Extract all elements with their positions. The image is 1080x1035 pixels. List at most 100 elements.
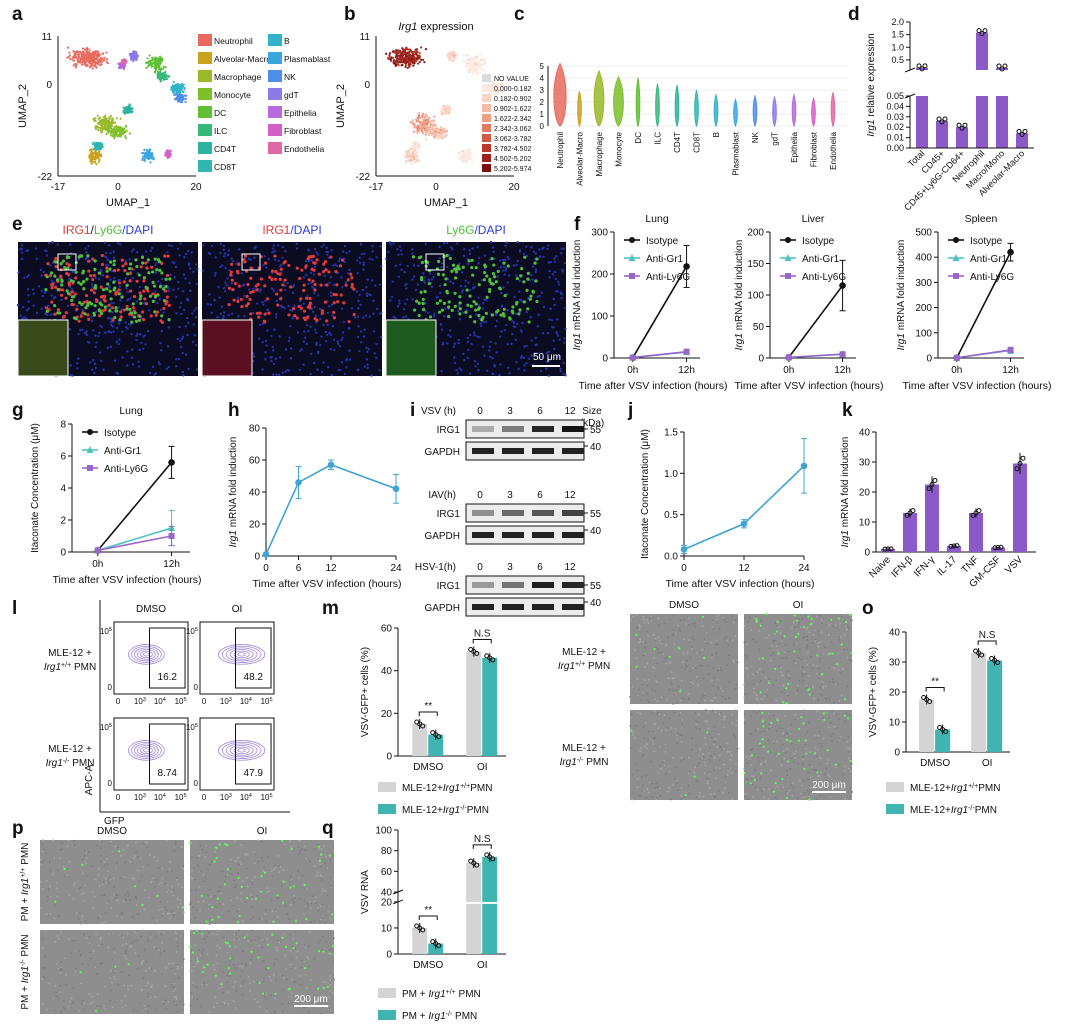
nucleus-dot: [458, 317, 462, 321]
signal-dot: [168, 277, 172, 281]
umap-point: [112, 133, 115, 136]
signal-dot: [105, 287, 109, 291]
umap-point: [100, 63, 103, 66]
umap-point: [90, 148, 93, 151]
umap-point: [100, 146, 103, 149]
signal-dot: [145, 286, 149, 290]
nucleus-dot: [262, 303, 265, 306]
signal-dot: [167, 318, 171, 322]
text-span: Irg1: [398, 21, 417, 33]
umap-point: [110, 119, 114, 123]
nucleus-dot: [95, 341, 98, 344]
nucleus-dot: [424, 242, 427, 246]
nucleus-dot: [168, 244, 171, 247]
signal-dot: [273, 277, 278, 281]
umap-point: [105, 57, 109, 61]
umap-point: [180, 82, 183, 85]
umap-point: [96, 156, 99, 160]
umap-point: [148, 54, 151, 57]
umap-point: [465, 158, 468, 161]
nucleus-dot: [430, 285, 434, 288]
nucleus-dot: [183, 308, 186, 312]
signal-dot: [48, 274, 53, 278]
umap-point: [78, 50, 82, 53]
nucleus-dot: [253, 256, 256, 260]
nucleus-dot: [477, 261, 480, 265]
signal-dot: [476, 307, 481, 311]
nucleus-dot: [360, 341, 363, 344]
nucleus-dot: [344, 281, 348, 284]
umap-point: [148, 63, 151, 66]
signal-dot: [70, 302, 74, 307]
umap-point: [476, 66, 479, 69]
umap-point: [97, 63, 100, 66]
nucleus-dot: [494, 313, 498, 317]
umap-point: [158, 65, 161, 68]
nucleus-dot: [513, 295, 516, 298]
signal-dot: [350, 276, 354, 280]
umap-point: [179, 94, 182, 97]
nucleus-dot: [538, 255, 541, 259]
nucleus-dot: [546, 247, 549, 251]
nucleus-dot: [375, 256, 378, 259]
umap-point: [124, 134, 127, 138]
signal-dot: [56, 287, 60, 292]
umap-point: [482, 69, 486, 72]
umap-point: [404, 57, 407, 60]
signal-dot: [465, 288, 469, 292]
nucleus-dot: [154, 263, 157, 267]
nucleus-dot: [127, 323, 131, 326]
umap-point: [173, 93, 176, 97]
signal-dot: [490, 313, 494, 317]
nucleus-dot: [274, 249, 277, 253]
signal-dot: [45, 275, 49, 279]
nucleus-dot: [338, 257, 342, 260]
signal-dot: [270, 269, 275, 273]
legend-label: Fibroblast: [284, 126, 322, 136]
umap-point: [445, 133, 448, 137]
signal-dot: [46, 262, 50, 266]
nucleus-dot: [368, 315, 372, 318]
nucleus-dot: [176, 337, 180, 341]
umap-point: [413, 142, 416, 146]
inset-zoom: [385, 319, 437, 377]
nucleus-dot: [307, 282, 310, 286]
nucleus-dot: [234, 262, 238, 266]
nucleus-dot: [291, 291, 295, 295]
legend-label: 3.782-4.502: [494, 146, 531, 153]
nucleus-dot: [118, 322, 121, 325]
umap-point: [102, 59, 106, 62]
nucleus-dot: [21, 317, 24, 320]
nucleus-dot: [541, 332, 545, 335]
nucleus-dot: [19, 314, 22, 317]
nucleus-dot: [313, 273, 316, 276]
nucleus-dot: [40, 289, 43, 292]
umap-point: [94, 127, 97, 130]
nucleus-dot: [341, 331, 345, 334]
nucleus-dot: [187, 367, 190, 371]
nucleus-dot: [467, 281, 470, 284]
panel-label-o: o: [862, 598, 874, 619]
signal-dot: [501, 311, 505, 316]
nucleus-dot: [75, 304, 79, 307]
legend-swatch: [268, 142, 282, 154]
umap-point: [416, 158, 419, 161]
nucleus-dot: [45, 249, 48, 253]
nucleus-dot: [326, 250, 330, 254]
umap-point: [411, 119, 414, 122]
nucleus-dot: [155, 261, 158, 264]
umap-point: [439, 130, 442, 133]
umap-point: [146, 57, 149, 60]
nucleus-dot: [515, 360, 518, 364]
signal-dot: [139, 301, 143, 306]
umap-point: [155, 60, 159, 63]
nucleus-dot: [119, 299, 122, 302]
nucleus-dot: [252, 355, 256, 358]
signal-dot: [71, 295, 75, 299]
umap-point: [412, 56, 415, 60]
umap-point: [413, 62, 416, 65]
signal-dot: [125, 307, 129, 311]
nucleus-dot: [368, 293, 371, 296]
nucleus-dot: [320, 335, 323, 338]
nucleus-dot: [272, 362, 276, 366]
